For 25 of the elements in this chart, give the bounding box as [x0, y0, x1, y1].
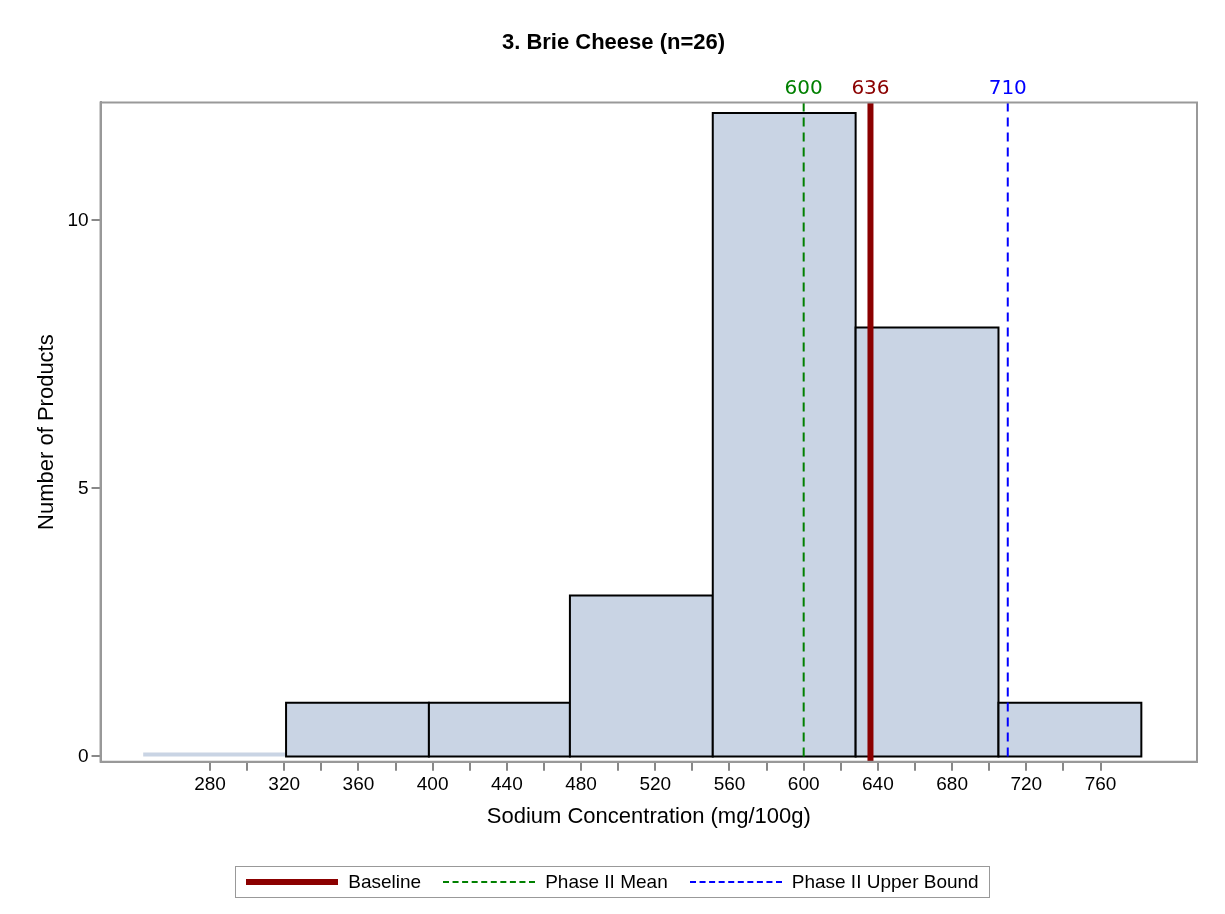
x-tick-label: 440 [490, 773, 523, 795]
y-axis-title: Number of Products [33, 334, 59, 530]
annotation: 600 [784, 74, 823, 99]
x-axis-title: Sodium Concentration (mg/100g) [486, 802, 811, 828]
x-tick-label: 560 [713, 773, 746, 795]
legend-label: Phase II Mean [545, 871, 668, 893]
x-tick-label: 600 [787, 773, 820, 795]
legend-label: Phase II Upper Bound [791, 871, 979, 893]
x-tick-label: 400 [416, 773, 449, 795]
x-tick-label: 640 [862, 773, 894, 795]
annotation: 710 [988, 74, 1027, 99]
y-tick-label: 10 [67, 208, 89, 230]
y-tick-label: 5 [77, 476, 89, 498]
y-tick-label: 0 [77, 744, 89, 766]
x-tick-label: 280 [194, 773, 226, 795]
x-tick-label: 720 [1010, 773, 1043, 795]
annotation: 636 [851, 74, 890, 99]
x-tick-label: 360 [342, 773, 375, 795]
x-tick-label: 480 [565, 773, 597, 795]
chart-title: 3. Brie Cheese (n=26) [501, 29, 726, 55]
legend-label: Baseline [348, 871, 422, 893]
x-tick-label: 760 [1084, 773, 1117, 795]
x-tick-label: 320 [268, 773, 301, 795]
x-tick-label: 520 [639, 773, 672, 795]
x-tick-label: 680 [936, 773, 968, 795]
